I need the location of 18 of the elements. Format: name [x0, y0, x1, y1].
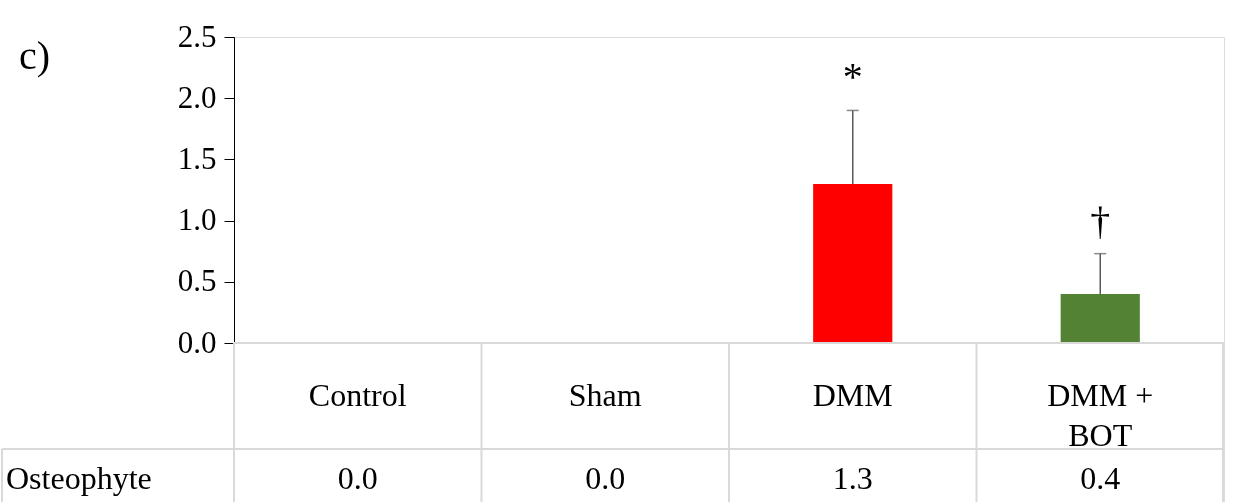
x-tick-label: Control	[308, 377, 407, 413]
annotation: *	[842, 54, 863, 100]
y-tick-label: 1.0	[177, 202, 217, 238]
text: Osteophyte	[6, 460, 152, 496]
x-tick-label: DMM	[812, 377, 893, 413]
y-tick-label: 1.5	[177, 140, 217, 176]
annotation: †	[1090, 197, 1111, 243]
data-label: 0.0	[585, 460, 626, 496]
y-tick-label: 0.5	[177, 263, 217, 299]
text: c)	[19, 33, 51, 78]
y-tick-label: 2.0	[177, 79, 217, 115]
data-label: 0.4	[1080, 460, 1121, 496]
y-tick-label: 0.0	[177, 324, 217, 360]
x-tick-label: DMM + BOT	[1047, 377, 1154, 453]
x-tick-label: Sham	[568, 377, 642, 413]
data-label: 1.3	[832, 460, 873, 496]
y-tick-label: 2.5	[177, 18, 217, 54]
data-label: 0.0	[337, 460, 378, 496]
